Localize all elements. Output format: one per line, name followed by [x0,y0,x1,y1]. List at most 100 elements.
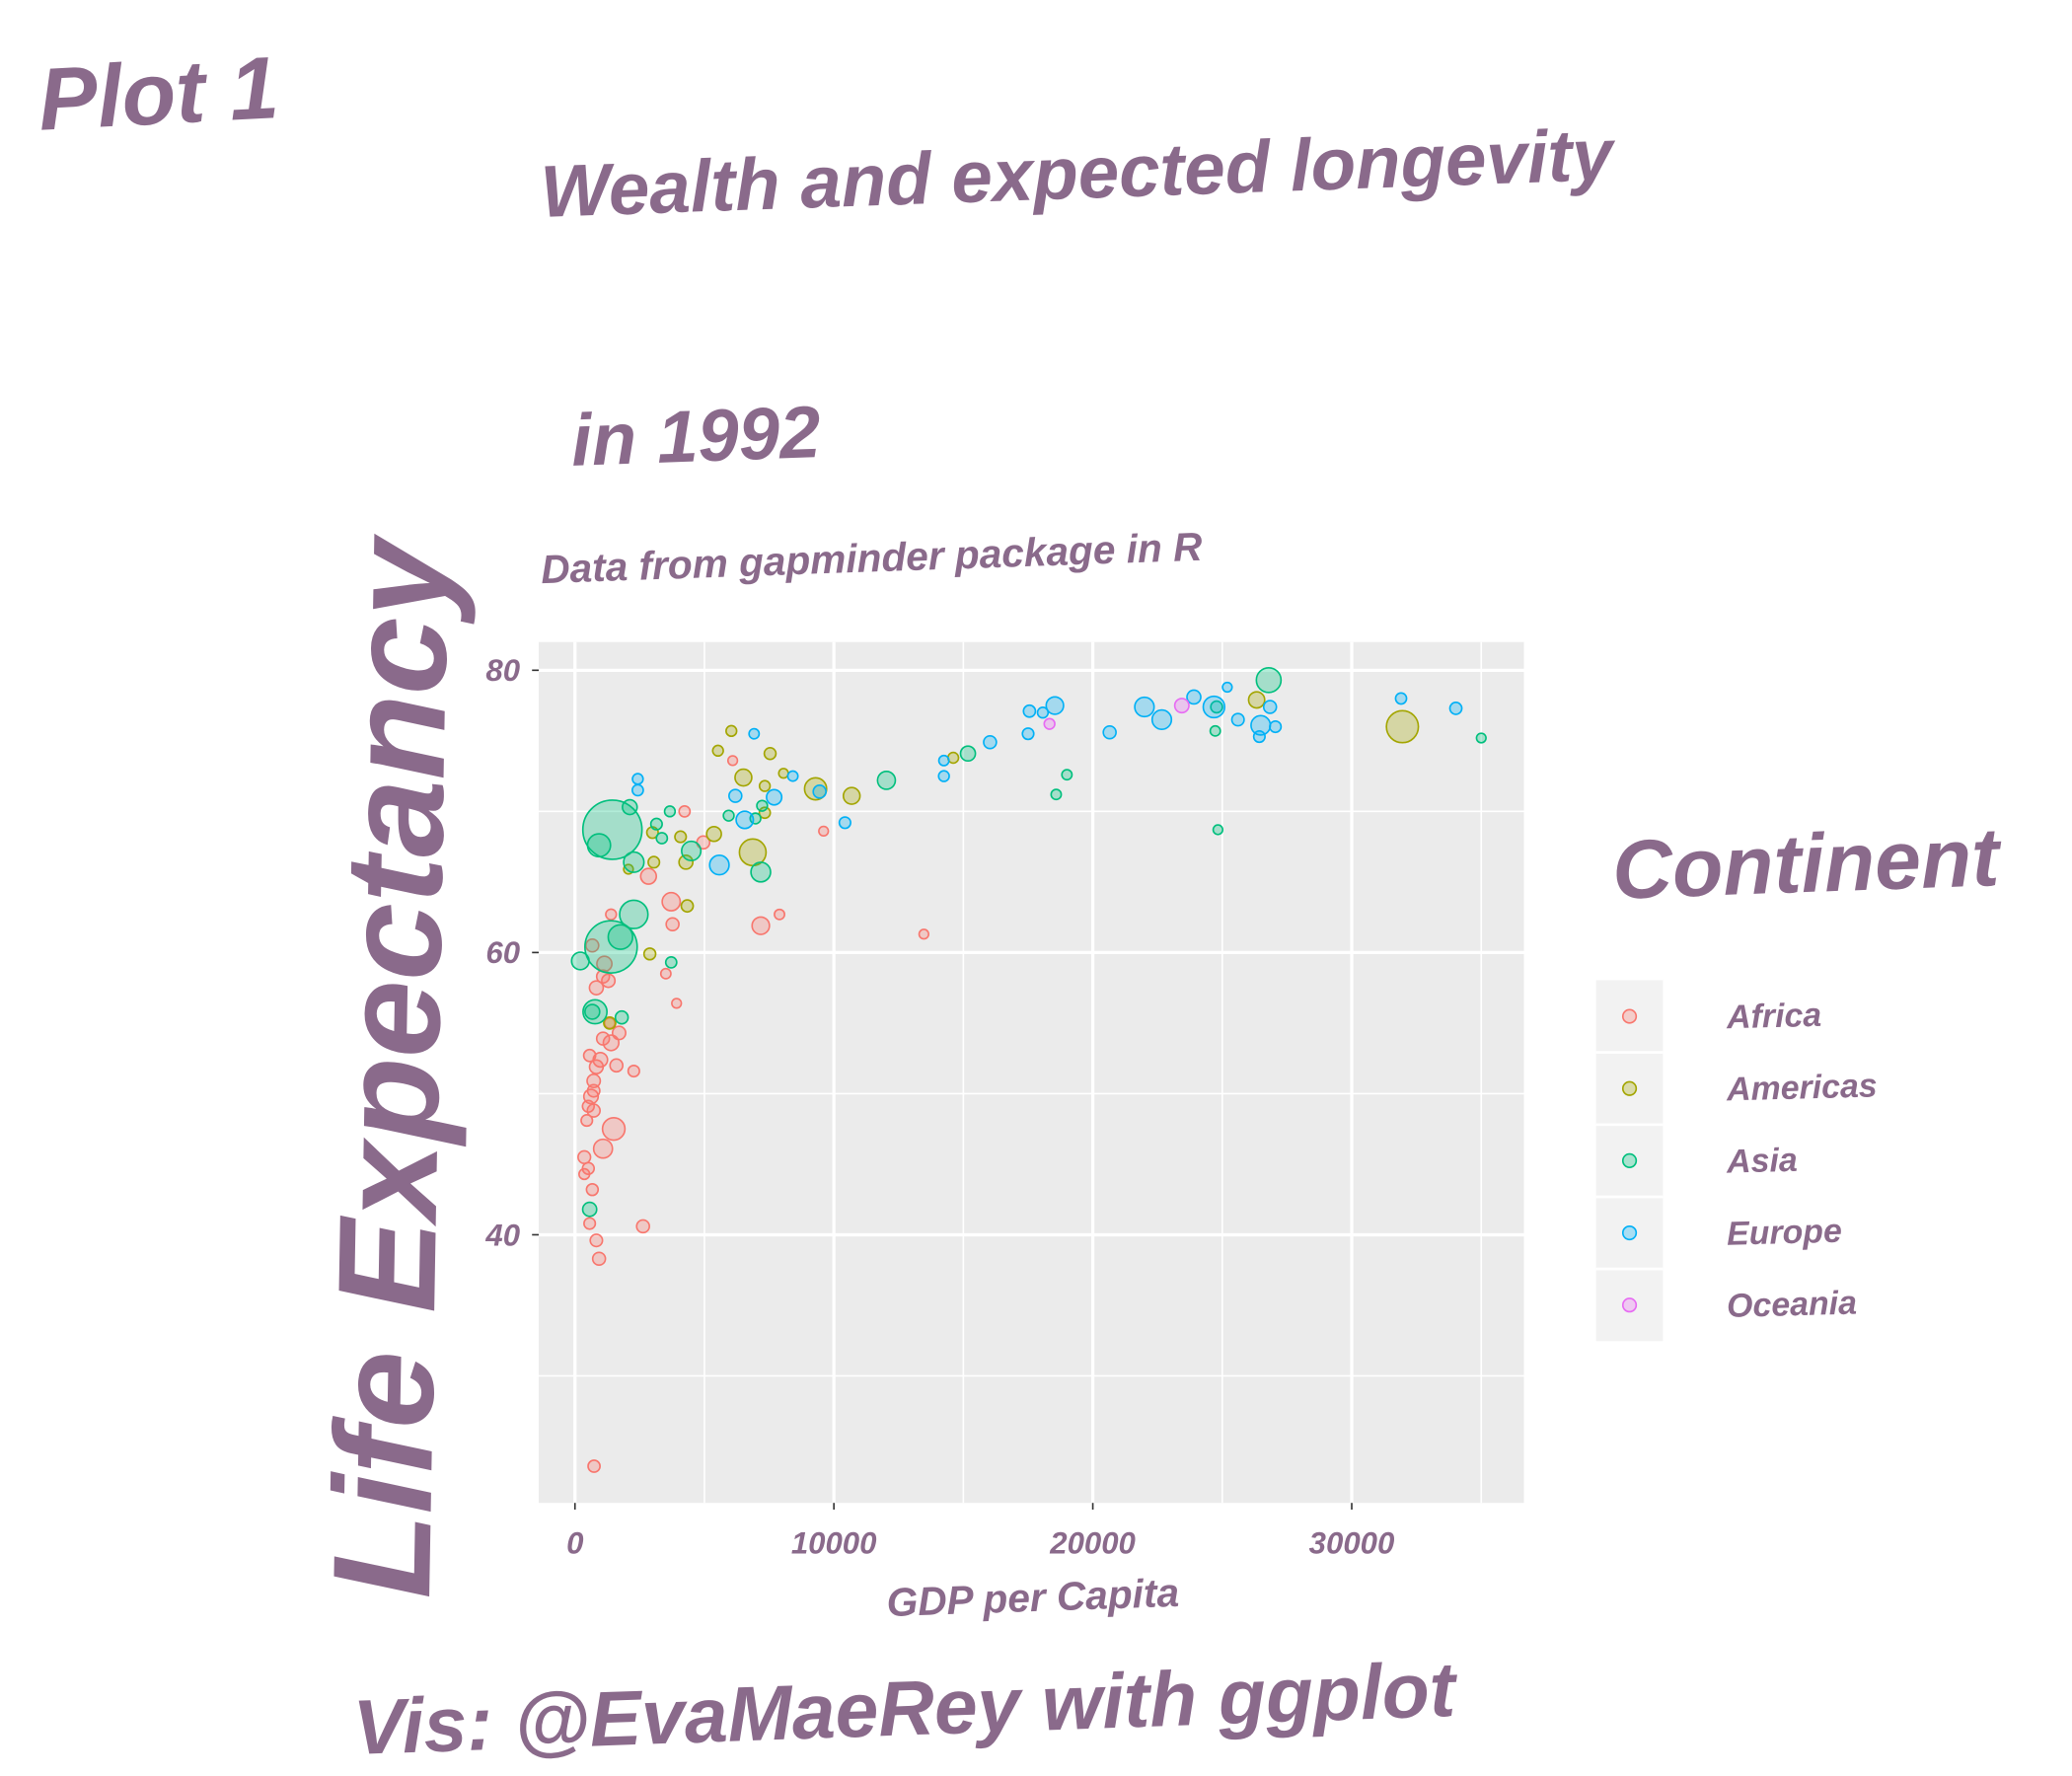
point [586,1073,602,1089]
point [627,1064,640,1078]
point [1394,692,1408,705]
point [580,1114,594,1128]
point [774,908,785,921]
point [838,816,851,830]
point [1202,695,1226,719]
point [631,773,644,785]
y-axis-label: Life Expectancy [303,532,478,1599]
point [614,1009,629,1025]
point [818,825,830,838]
point [586,1083,601,1098]
point [609,1058,625,1073]
point [649,817,663,831]
point [937,770,950,782]
point [639,867,658,885]
legend-key [1621,1080,1638,1096]
point [1061,769,1073,781]
y-tick-label: 60 [485,935,520,970]
point [1050,788,1063,801]
point [1262,700,1278,714]
point [705,825,722,843]
point [728,788,743,803]
point [726,755,739,767]
point [591,1251,607,1267]
x-axis-label: GDP per Capita [886,1570,1180,1625]
point [570,951,590,971]
chart-title: in 1992 [570,391,822,481]
legend-key [1621,1224,1638,1241]
chart-title: Wealth and expected longevity [539,113,1617,233]
point [619,899,649,929]
point [1212,824,1224,836]
points [570,667,1487,1473]
point [1134,696,1155,718]
point [661,891,682,912]
point [603,1016,617,1030]
point [581,1201,598,1218]
point [1150,708,1173,730]
point [680,899,695,914]
point [577,1149,592,1164]
point [607,924,633,950]
point [1036,706,1050,719]
point [584,1003,601,1020]
point [763,746,777,761]
legend-keys-background [1595,980,1664,1342]
plot-tag: Plot 1 [36,37,280,149]
point [589,1233,604,1248]
point [876,771,897,790]
x-tick-label: 10000 [791,1526,877,1561]
point [708,854,730,876]
point [748,727,761,740]
point [611,1025,627,1041]
point [1043,717,1056,730]
point [1255,667,1283,694]
legend-label: Africa [1726,997,1822,1037]
point [1230,712,1245,727]
point [586,833,612,858]
y-tick-label: 40 [484,1218,520,1252]
x-tick-label: 20000 [1049,1526,1136,1561]
point [1209,724,1221,737]
caption: Vis: @EvaMaeRey with ggplot [352,1646,1459,1771]
legend-label: Oceania [1727,1284,1858,1324]
legend-key [1621,1152,1638,1168]
point [678,854,695,870]
point [1475,732,1487,744]
point [777,768,789,779]
legend-label: Americas [1726,1067,1878,1108]
point [959,745,977,763]
point [812,784,827,799]
point [786,770,799,782]
point [678,804,692,818]
point [584,920,638,974]
point [937,754,950,767]
point [663,805,677,818]
legend: Africa Americas Asia Europe Oceania [1595,980,1878,1342]
point [631,783,644,797]
point [681,840,703,861]
point [623,851,645,873]
legend-key [1621,1008,1638,1024]
point [1173,698,1190,714]
point [1210,700,1223,714]
point [585,1182,600,1197]
point [582,1048,597,1063]
point [581,1099,596,1114]
legend-label: Europe [1727,1213,1843,1253]
legend-title: Continent [1611,810,2004,917]
point [671,998,683,1009]
point [585,937,600,953]
legend-label: Asia [1726,1142,1799,1181]
point [647,855,661,869]
point [1448,702,1463,715]
point [751,916,771,935]
point [592,1138,614,1159]
point [734,768,753,787]
point [722,809,735,822]
point [1247,691,1266,709]
x-tick-label: 30000 [1309,1526,1395,1561]
point [659,967,672,980]
